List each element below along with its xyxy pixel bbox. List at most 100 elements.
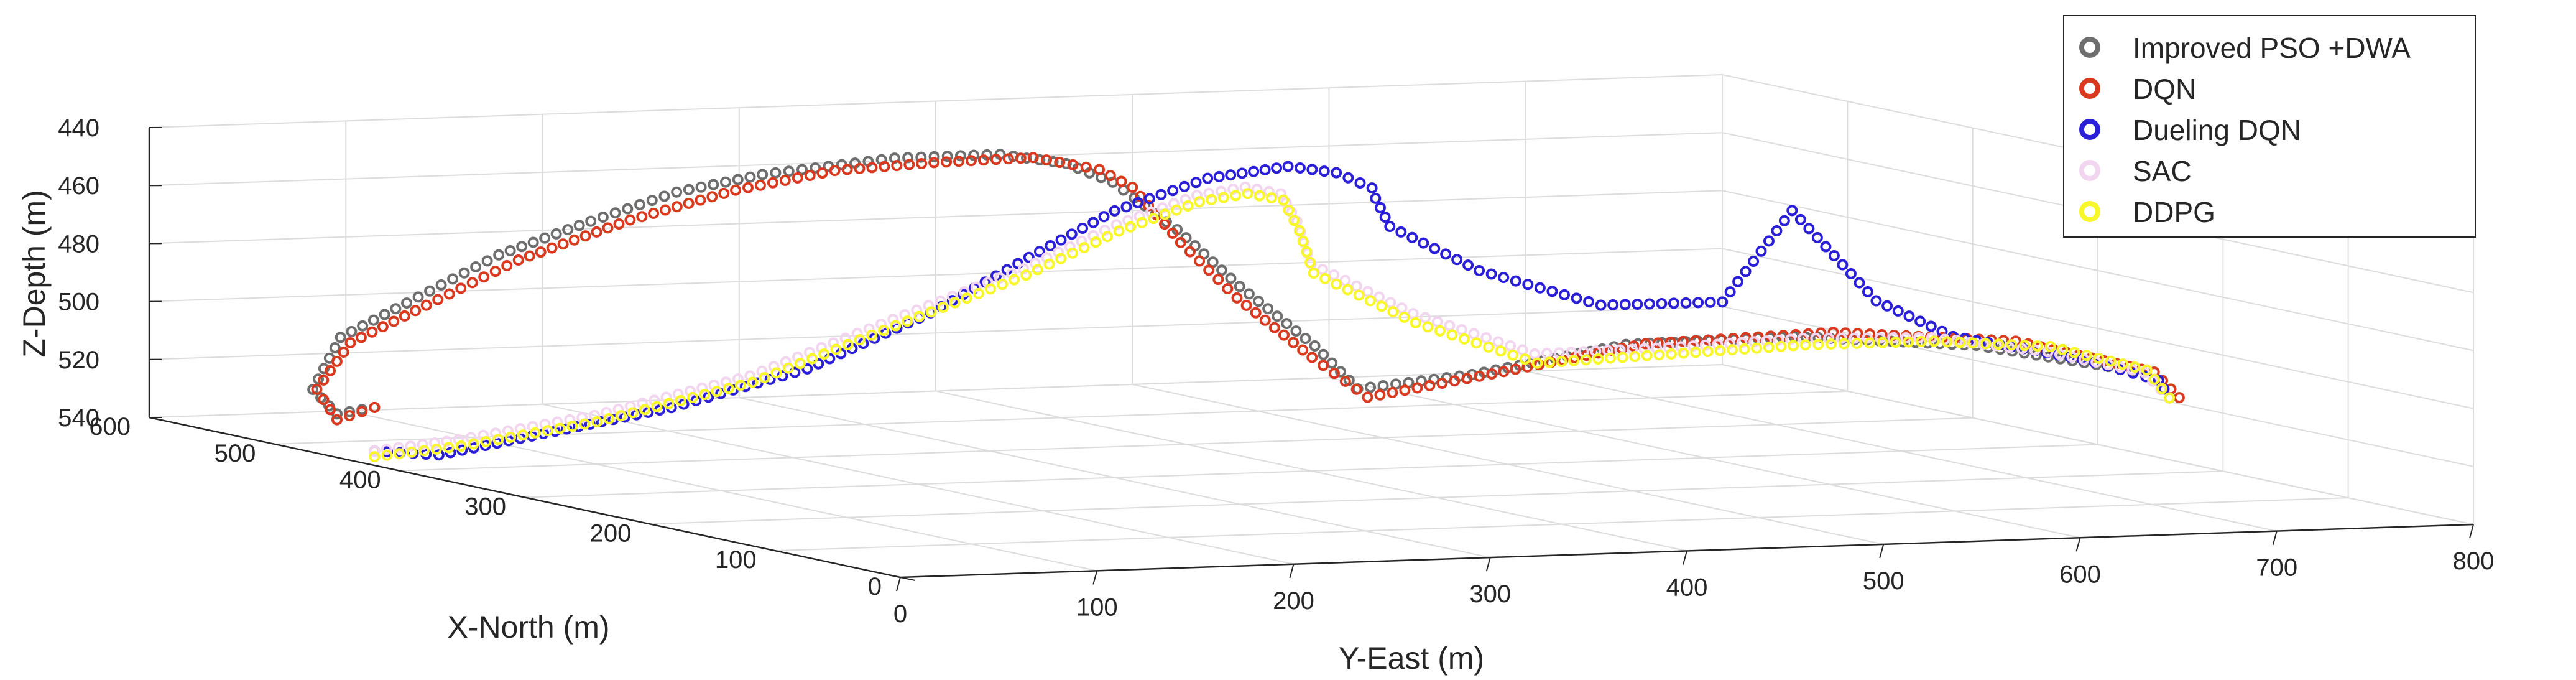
trajectory-point	[1216, 264, 1228, 276]
trajectory-point	[977, 154, 989, 166]
trajectory-point	[1507, 349, 1519, 361]
trajectory-point	[718, 187, 730, 199]
trajectory-point	[1259, 314, 1271, 326]
trajectory-point	[1272, 310, 1283, 322]
trajectory-point	[1109, 205, 1120, 217]
trajectory-point	[1845, 268, 1857, 280]
trajectory-point	[1155, 189, 1167, 200]
legend-label: DQN	[2133, 73, 2197, 105]
trajectory-point	[1281, 318, 1293, 330]
trajectory-point	[1954, 337, 1966, 348]
legend-label: SAC	[2133, 155, 2192, 187]
trajectory-point	[1259, 164, 1271, 175]
trajectory-point	[546, 242, 558, 254]
trajectory-point	[1304, 256, 1316, 268]
trajectory-point	[2056, 343, 2068, 355]
trajectory-point	[1283, 204, 1295, 216]
series-dqn	[311, 152, 2185, 426]
backwall-gridline	[149, 74, 1723, 128]
trajectory-point	[1294, 162, 1306, 174]
trajectory-point	[1534, 282, 1546, 294]
trajectory-point	[432, 294, 444, 305]
trajectory-point	[355, 332, 367, 343]
trajectory-point	[984, 283, 996, 295]
y-tick-label: 500	[1863, 567, 1904, 595]
trajectory-point	[1308, 268, 1319, 279]
y-axis-label: Y-East (m)	[1339, 641, 1484, 676]
trajectory-point	[493, 249, 505, 261]
trajectory-point	[1203, 264, 1215, 276]
x-tick-mark	[399, 470, 415, 475]
trajectory-point	[418, 445, 430, 457]
y-tick-label: 200	[1273, 587, 1314, 615]
trajectory-point	[335, 332, 346, 343]
trajectory-point	[1178, 180, 1190, 192]
trajectory-point	[1043, 258, 1055, 270]
trajectory-point	[512, 254, 524, 266]
trajectory-point	[1087, 217, 1099, 228]
trajectory-point	[1664, 337, 1676, 348]
x-tick-label: 0	[868, 573, 882, 600]
trajectory-point	[369, 445, 381, 457]
trajectory-point	[1080, 161, 1092, 173]
trajectory-point	[1318, 348, 1329, 360]
series-ddpg	[369, 188, 2176, 463]
trajectory-point	[1812, 338, 1824, 350]
trajectory-point	[1690, 347, 1702, 358]
trajectory-point	[1967, 337, 1978, 349]
trajectory-point	[671, 201, 683, 213]
x-tick-label: 300	[464, 493, 506, 521]
trajectory-point	[1127, 181, 1138, 193]
trajectory-point	[1250, 307, 1262, 319]
trajectory-point	[1396, 302, 1408, 314]
legend: Improved PSO +DWA DQN Dueling DQN SAC DDPG	[2063, 15, 2476, 238]
trajectory-point	[878, 325, 890, 337]
legend-marker-icon	[2079, 201, 2100, 222]
trajectory-point	[639, 404, 651, 416]
trajectory-point	[1652, 337, 1664, 349]
trajectory-point	[566, 421, 578, 432]
trajectory-point	[1240, 299, 1252, 311]
trajectory-point	[1217, 192, 1229, 203]
trajectory-point	[443, 442, 455, 454]
trajectory-point	[1717, 296, 1729, 308]
y-tick-mark	[1289, 564, 1295, 579]
trajectory-point	[2148, 373, 2160, 385]
trajectory-point	[1309, 340, 1321, 352]
trajectory-point	[1456, 324, 1467, 336]
trajectory-point	[1810, 332, 1822, 344]
trajectory-point	[683, 184, 695, 195]
trajectory-point	[1505, 340, 1517, 352]
backwall-gridline	[149, 190, 1723, 245]
trajectory-point	[928, 157, 940, 169]
x-tick-label: 600	[89, 413, 131, 440]
trajectory-point	[1350, 280, 1362, 292]
backwall-gridline	[149, 364, 1723, 418]
trajectory-point	[2006, 339, 2018, 351]
trajectory-point	[367, 314, 379, 326]
floor-gridline	[1329, 377, 2080, 539]
trajectory-point	[1023, 251, 1035, 263]
trajectory-point	[1595, 299, 1607, 311]
trajectory-point	[1851, 337, 1863, 349]
trajectory-point	[1558, 289, 1570, 300]
trajectory-point	[1125, 221, 1137, 233]
trajectory-point	[1495, 345, 1507, 357]
trajectory-point	[394, 448, 405, 460]
trajectory-point	[344, 410, 356, 422]
trajectory-point	[1881, 300, 1893, 312]
trajectory-point	[579, 230, 591, 242]
trajectory-point	[1786, 205, 1798, 217]
trajectory-point	[1461, 373, 1473, 384]
trajectory-point	[1231, 292, 1243, 304]
trajectory-point	[953, 156, 965, 167]
trajectory-point	[1032, 264, 1043, 276]
trajectory-point	[2156, 383, 2168, 394]
trajectory-point	[747, 376, 759, 388]
trajectory-point	[1236, 167, 1248, 179]
trajectory-point	[2129, 361, 2141, 373]
trajectory-point	[1364, 295, 1376, 307]
trajectory-point	[879, 161, 890, 172]
trajectory-point	[732, 174, 744, 185]
